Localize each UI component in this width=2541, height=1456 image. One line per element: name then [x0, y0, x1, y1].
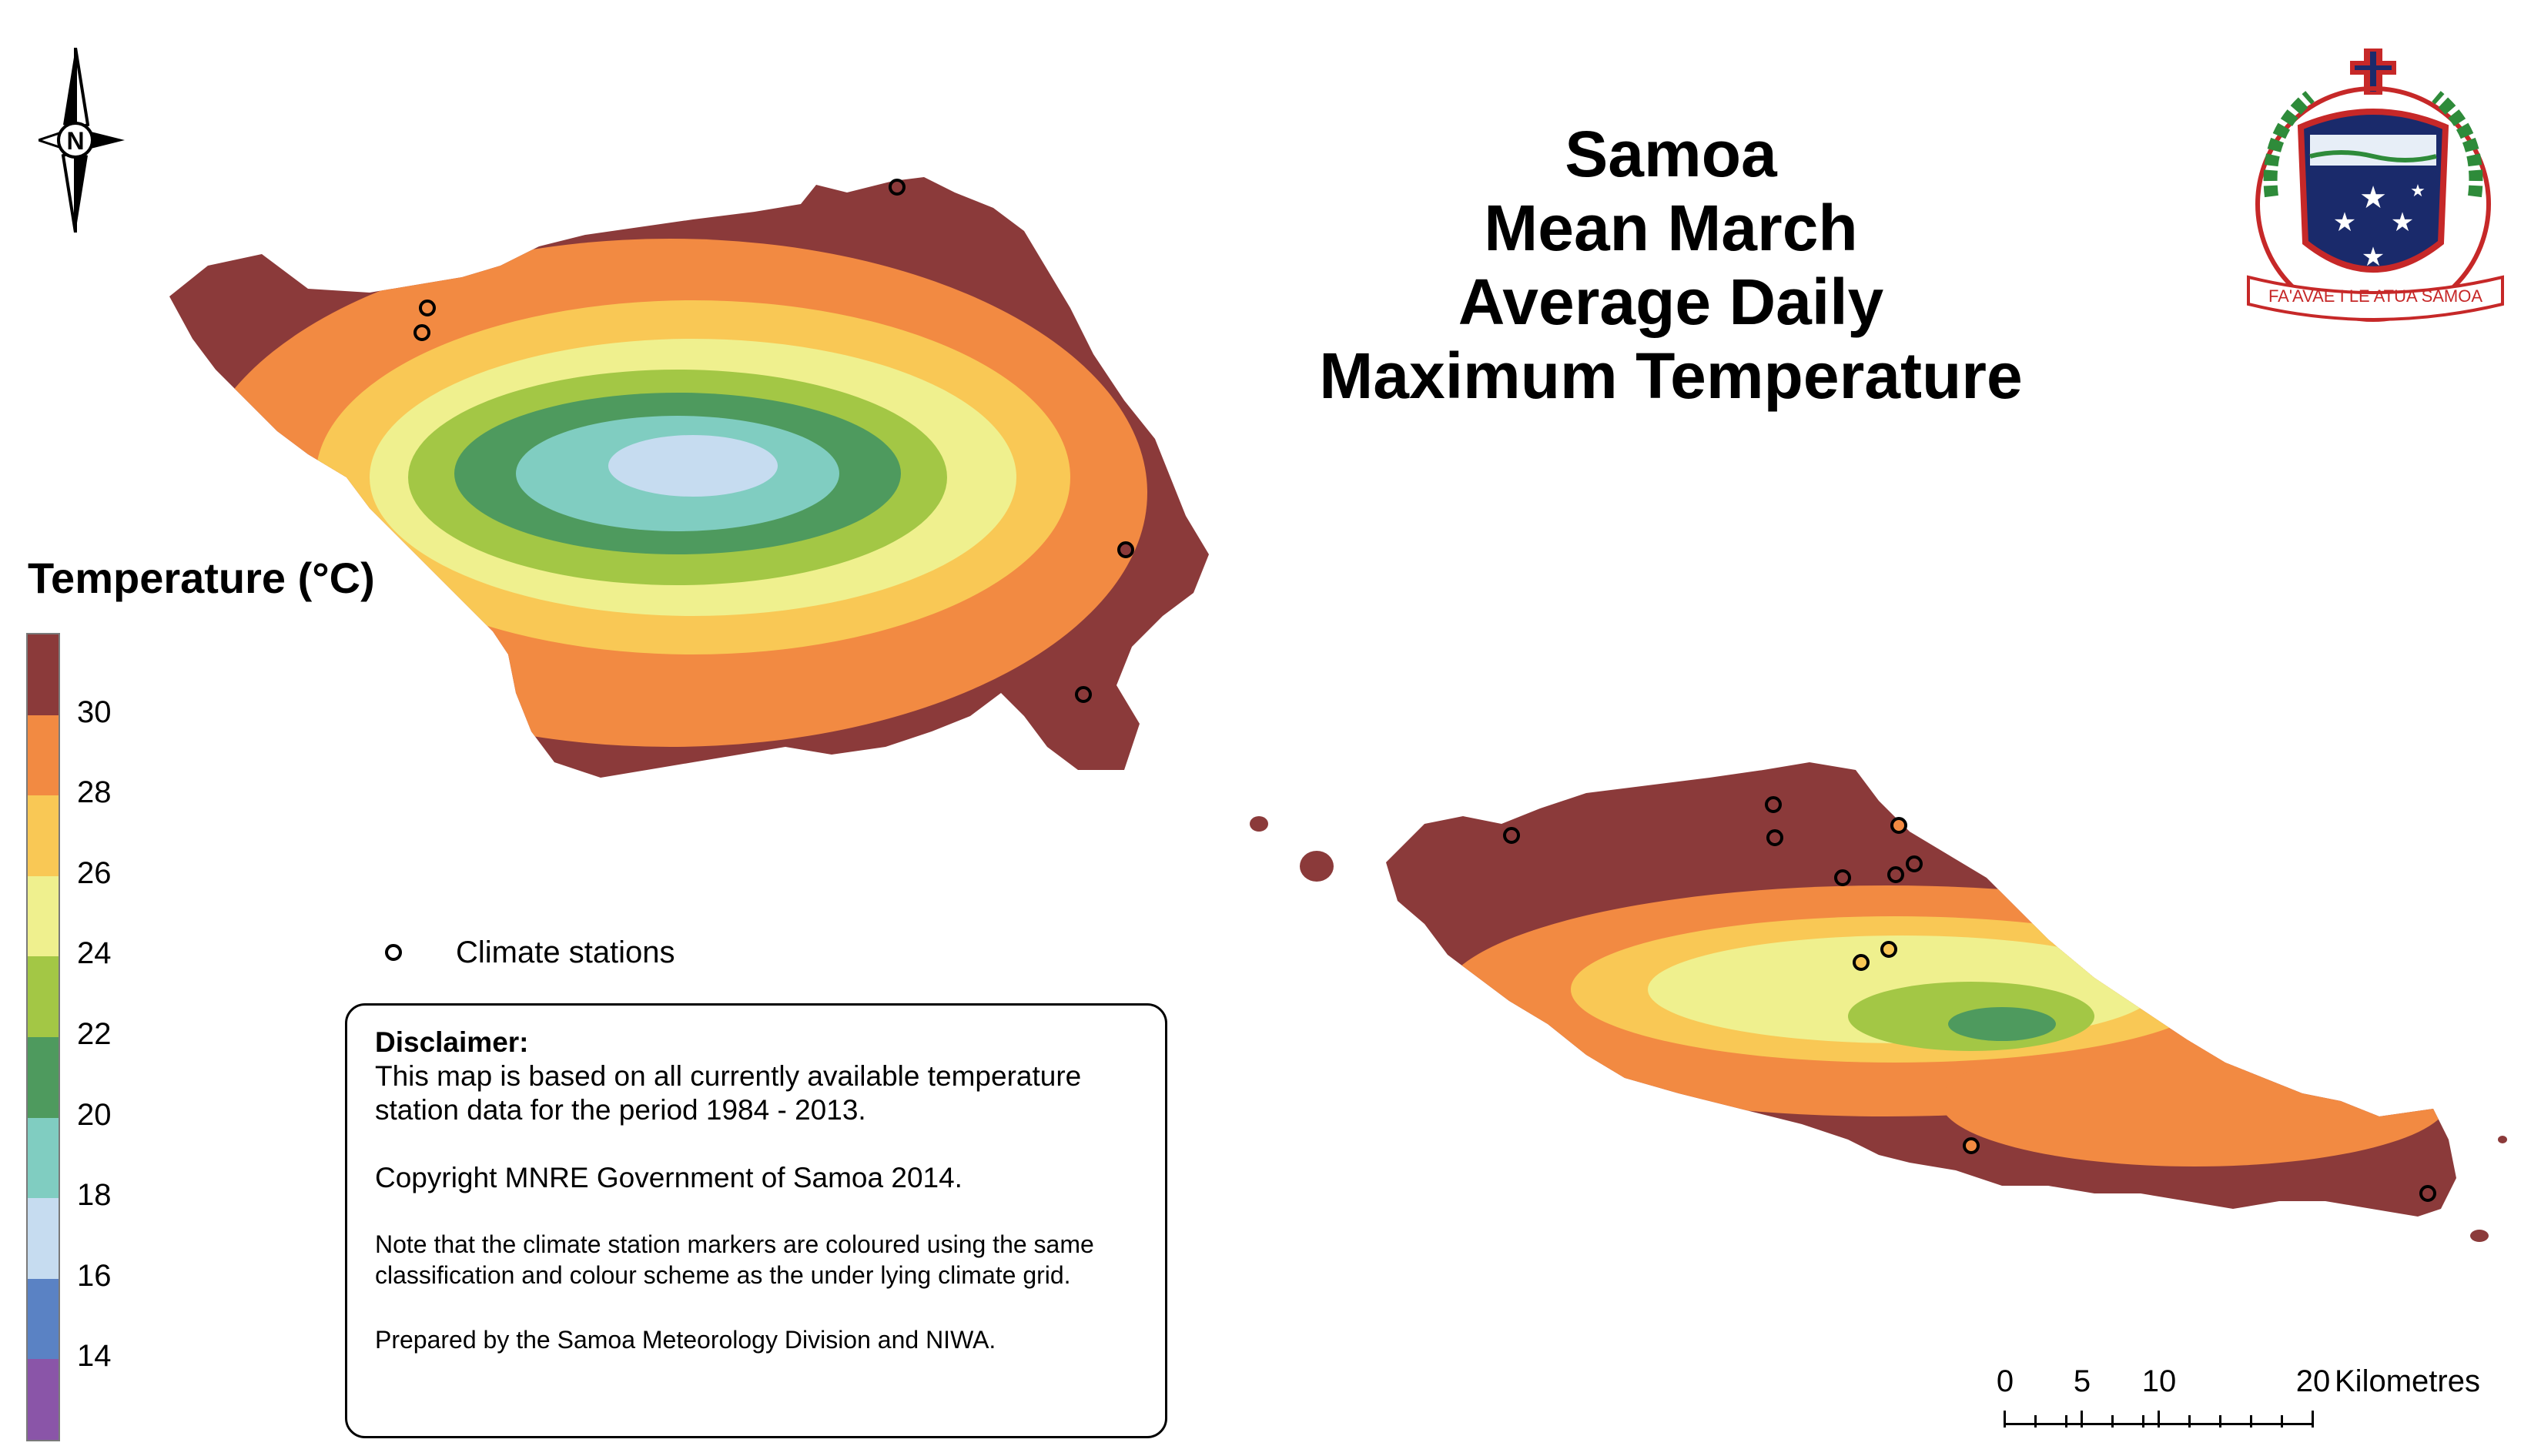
disclaimer-line-1: This map is based on all currently avail…	[375, 1060, 1082, 1092]
legend-tick-label: 24	[77, 936, 112, 971]
coat-of-arms-emblem: ★ ★ ★ ★ ★ FA'AVAE I LE ATUA SAMOA	[2247, 49, 2504, 322]
climate-station-marker	[1117, 541, 1134, 558]
scale-tick-0	[2004, 1411, 2006, 1428]
disclaimer-line-2: station data for the period 1984 - 2013.	[375, 1094, 866, 1126]
coat-of-arms-motto: FA'AVAE I LE ATUA SAMOA	[2268, 286, 2482, 306]
svg-text:★: ★	[2333, 208, 2356, 237]
scale-tick-minor	[2065, 1415, 2067, 1428]
svg-text:★: ★	[2359, 181, 2387, 215]
legend-swatch	[28, 875, 59, 957]
climate-station-marker	[2419, 1185, 2436, 1202]
savaii-island	[169, 177, 1209, 778]
legend-swatch	[28, 715, 59, 796]
title-line-4: Maximum Temperature	[1319, 340, 2023, 412]
scale-tick-minor	[2281, 1415, 2283, 1428]
climate-station-marker	[1963, 1137, 1980, 1154]
disclaimer-copyright: Copyright MNRE Government of Samoa 2014.	[375, 1162, 962, 1193]
legend-tick-label: 30	[77, 695, 112, 729]
disclaimer-note-1: Note that the climate station markers ar…	[375, 1230, 1094, 1258]
legend-swatch	[28, 634, 59, 715]
title-line-3: Average Daily	[1458, 266, 1884, 338]
climate-station-marker	[1880, 941, 1897, 958]
scale-bar: 0 5 10 20 Kilometres	[1987, 1364, 2480, 1441]
islets	[1250, 816, 2507, 1242]
disclaimer-heading: Disclaimer:	[375, 1026, 529, 1058]
legend-swatch	[28, 1117, 59, 1199]
scale-tick-minor	[2219, 1415, 2221, 1428]
disclaimer-box: Disclaimer: This map is based on all cur…	[345, 1003, 1167, 1438]
scale-tick-minor	[2142, 1415, 2144, 1428]
scale-tick-minor	[2111, 1415, 2114, 1428]
legend-tick-label: 22	[77, 1017, 112, 1051]
upolu-island	[1386, 762, 2456, 1217]
climate-station-marker	[413, 324, 430, 341]
legend-tick-label: 20	[77, 1097, 112, 1132]
climate-station-marker	[1906, 855, 1923, 872]
legend-tick-label: 14	[77, 1339, 112, 1374]
climate-station-marker	[1887, 866, 1904, 883]
scale-tick-minor	[2034, 1415, 2037, 1428]
scale-label-0: 0	[1996, 1364, 2014, 1398]
station-markers	[413, 179, 2436, 1202]
legend-swatch	[28, 1198, 59, 1280]
scale-tick-minor	[2188, 1415, 2191, 1428]
climate-station-marker	[1890, 817, 1907, 834]
title-line-2: Mean March	[1484, 192, 1858, 264]
climate-station-marker	[1765, 796, 1782, 813]
scale-tick-minor	[2250, 1415, 2252, 1428]
climate-station-marker	[1834, 869, 1851, 886]
disclaimer-note-2: classification and colour scheme as the …	[375, 1261, 1071, 1289]
scale-label-5: 5	[2073, 1364, 2091, 1398]
climate-station-marker	[1503, 827, 1520, 844]
legend-tick-label: 18	[77, 1178, 112, 1213]
scale-label-10: 10	[2141, 1364, 2177, 1398]
map-title: Samoa Mean March Average Daily Maximum T…	[1247, 117, 2094, 413]
legend-swatch	[28, 795, 59, 877]
svg-text:★: ★	[2362, 243, 2385, 272]
scale-units: Kilometres	[2335, 1364, 2480, 1398]
north-arrow-letter: N	[66, 127, 84, 155]
legend-tick-label: 26	[77, 855, 112, 890]
svg-text:★: ★	[2410, 181, 2426, 200]
station-marker-icon	[385, 944, 402, 961]
legend-title: Temperature (°C)	[28, 554, 375, 602]
svg-text:★: ★	[2391, 208, 2414, 237]
climate-station-marker	[1766, 829, 1783, 846]
scale-tick-20	[2312, 1411, 2314, 1428]
legend-tick-label: 28	[77, 775, 112, 810]
disclaimer-prepared: Prepared by the Samoa Meteorology Divisi…	[375, 1326, 996, 1354]
legend-swatch	[28, 956, 59, 1038]
title-line-1: Samoa	[1565, 118, 1777, 190]
legend-swatch	[28, 1359, 59, 1441]
scale-tick-5	[2081, 1411, 2083, 1428]
climate-station-marker	[889, 179, 906, 196]
stations-legend-label: Climate stations	[456, 936, 675, 969]
climate-station-marker	[1853, 954, 1870, 971]
legend-color-bar	[26, 633, 60, 1441]
climate-station-marker	[1075, 686, 1092, 703]
scale-tick-10	[2158, 1411, 2160, 1428]
north-arrow-icon: N	[38, 48, 125, 233]
legend-swatch	[28, 1037, 59, 1118]
legend-swatch	[28, 1278, 59, 1360]
legend-tick-label: 16	[77, 1258, 112, 1293]
scale-label-20: 20	[2295, 1364, 2331, 1398]
climate-station-marker	[419, 300, 436, 316]
